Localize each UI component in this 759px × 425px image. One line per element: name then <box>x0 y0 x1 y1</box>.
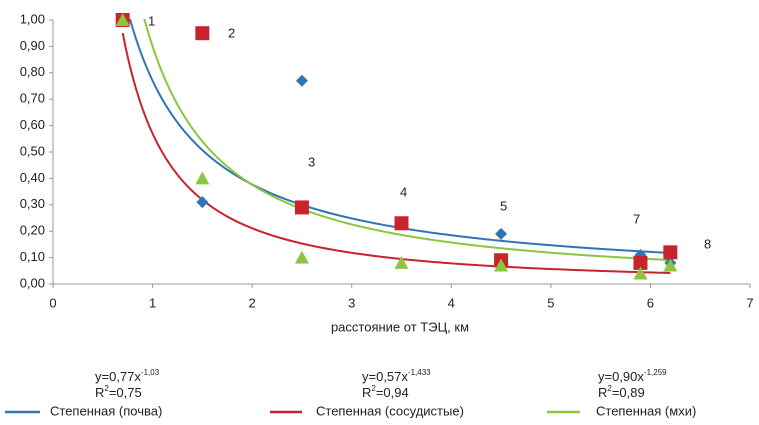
point <box>494 258 509 272</box>
y-tick-label: 0,40 <box>20 170 45 185</box>
x-tick-label: 0 <box>49 295 56 310</box>
y-tick-label: 0,10 <box>20 249 45 264</box>
trend-equation: y=0,77x-1,03 <box>95 368 160 384</box>
annotation: 4 <box>400 184 407 199</box>
point <box>394 216 409 231</box>
x-tick-label: 3 <box>348 295 355 310</box>
annotation: 3 <box>308 154 315 169</box>
annotation: 5 <box>500 198 507 213</box>
trend-r2: R2=0,89 <box>598 384 645 400</box>
equation-exponent: -1,259 <box>644 368 667 377</box>
point <box>663 258 678 272</box>
r2-base: R <box>95 385 104 400</box>
x-tick-label: 6 <box>647 295 654 310</box>
equation-text: y=0,57x <box>362 369 408 384</box>
point <box>295 74 308 87</box>
point <box>663 245 678 260</box>
annotation: 7 <box>633 211 640 226</box>
point <box>195 171 210 185</box>
y-tick-label: 0,20 <box>20 223 45 238</box>
y-tick-label: 0,30 <box>20 196 45 211</box>
x-tick-label: 1 <box>149 295 156 310</box>
point <box>195 26 210 41</box>
x-tick-label: 4 <box>448 295 455 310</box>
point <box>196 196 209 209</box>
r2-rest: =0,89 <box>612 385 645 400</box>
r2-sup: 2 <box>371 384 376 393</box>
trend-r2: R2=0,94 <box>362 384 409 400</box>
y-tick-label: 0,00 <box>20 275 45 290</box>
equation-exponent: -1,03 <box>141 368 160 377</box>
y-tick-label: 0,70 <box>20 91 45 106</box>
y-tick-label: 0,90 <box>20 38 45 53</box>
x-tick-label: 2 <box>249 295 256 310</box>
y-tick-label: 1,00 <box>20 11 45 26</box>
x-tick-label: 5 <box>547 295 554 310</box>
trend-equation: y=0,57x-1,433 <box>362 368 431 384</box>
r2-rest: =0,75 <box>109 385 142 400</box>
y-tick-label: 0,60 <box>20 117 45 132</box>
y-tick-label: 0,50 <box>20 143 45 158</box>
y-tick-label: 0,80 <box>20 64 45 79</box>
equation-text: y=0,77x <box>95 369 141 384</box>
point <box>495 227 508 240</box>
x-axis-title: расстояние от ТЭЦ, км <box>331 319 469 334</box>
point <box>633 266 648 280</box>
r2-base: R <box>598 385 607 400</box>
trend-line <box>143 19 671 262</box>
r2-base: R <box>362 385 371 400</box>
point <box>115 13 130 26</box>
r2-sup: 2 <box>607 384 612 393</box>
point <box>294 250 309 264</box>
legend-label: Степенная (почва) <box>50 403 162 418</box>
point <box>633 255 648 270</box>
r2-sup: 2 <box>104 384 109 393</box>
trend-equation: y=0,90x-1,259 <box>598 368 667 384</box>
x-tick-label: 7 <box>746 295 753 310</box>
equation-text: y=0,90x <box>598 369 644 384</box>
annotation: 8 <box>704 236 711 251</box>
legend-label: Степенная (сосудистые) <box>316 403 464 418</box>
r2-rest: =0,94 <box>376 385 409 400</box>
legend-label: Степенная (мхи) <box>596 403 696 418</box>
annotation: 2 <box>228 25 235 40</box>
point <box>394 255 409 269</box>
trend-line <box>121 32 671 274</box>
annotation: 1 <box>148 13 155 28</box>
trend-r2: R2=0,75 <box>95 384 142 400</box>
point <box>294 200 309 215</box>
equation-exponent: -1,433 <box>408 368 431 377</box>
